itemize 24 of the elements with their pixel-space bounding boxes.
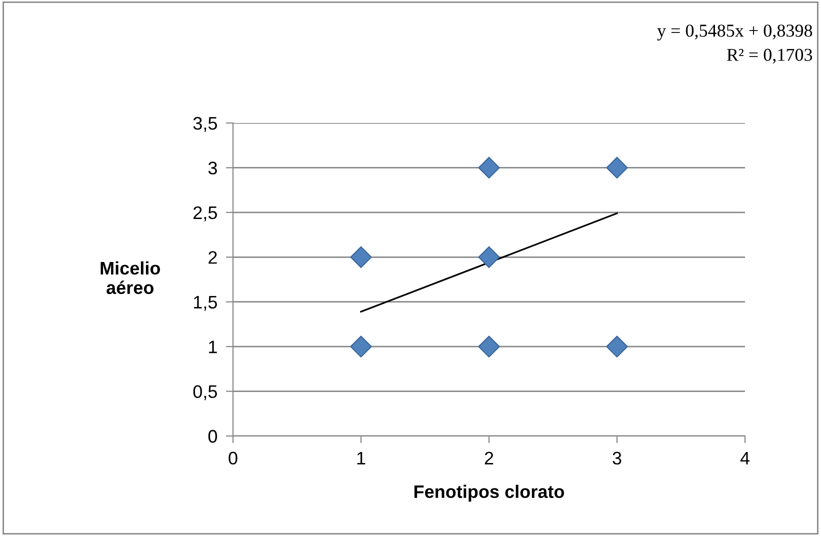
point bbox=[606, 336, 628, 358]
y-axis-title: Micelio aéreo bbox=[100, 261, 160, 294]
point bbox=[478, 246, 500, 268]
y-tick-label: 1,5 bbox=[194, 296, 217, 311]
point bbox=[478, 336, 500, 358]
text: y = 0,5485x + 0,8398 bbox=[657, 24, 812, 40]
text: R² = 0,1703 bbox=[726, 48, 812, 64]
point bbox=[478, 156, 500, 179]
x-tick-label: 2 bbox=[484, 452, 494, 464]
y-tick-label: 2,5 bbox=[194, 206, 217, 222]
point bbox=[350, 336, 372, 358]
y-tick-label: 3 bbox=[208, 162, 217, 174]
x-tick-label: 3 bbox=[612, 452, 622, 465]
x-tick-label: 1 bbox=[357, 452, 366, 464]
x-axis-title: Fenotipos clorato bbox=[414, 484, 564, 502]
y-tick-label: 0,5 bbox=[193, 385, 217, 400]
y-tick-label: 0 bbox=[208, 430, 218, 443]
x-tick-label: 4 bbox=[740, 452, 750, 464]
y-tick-label: 3,5 bbox=[193, 116, 217, 132]
y-tick-label: 1 bbox=[209, 340, 217, 354]
point bbox=[606, 156, 628, 179]
point bbox=[350, 246, 372, 268]
x-tick-label: 0 bbox=[228, 452, 238, 465]
y-tick-label: 2 bbox=[208, 251, 217, 264]
